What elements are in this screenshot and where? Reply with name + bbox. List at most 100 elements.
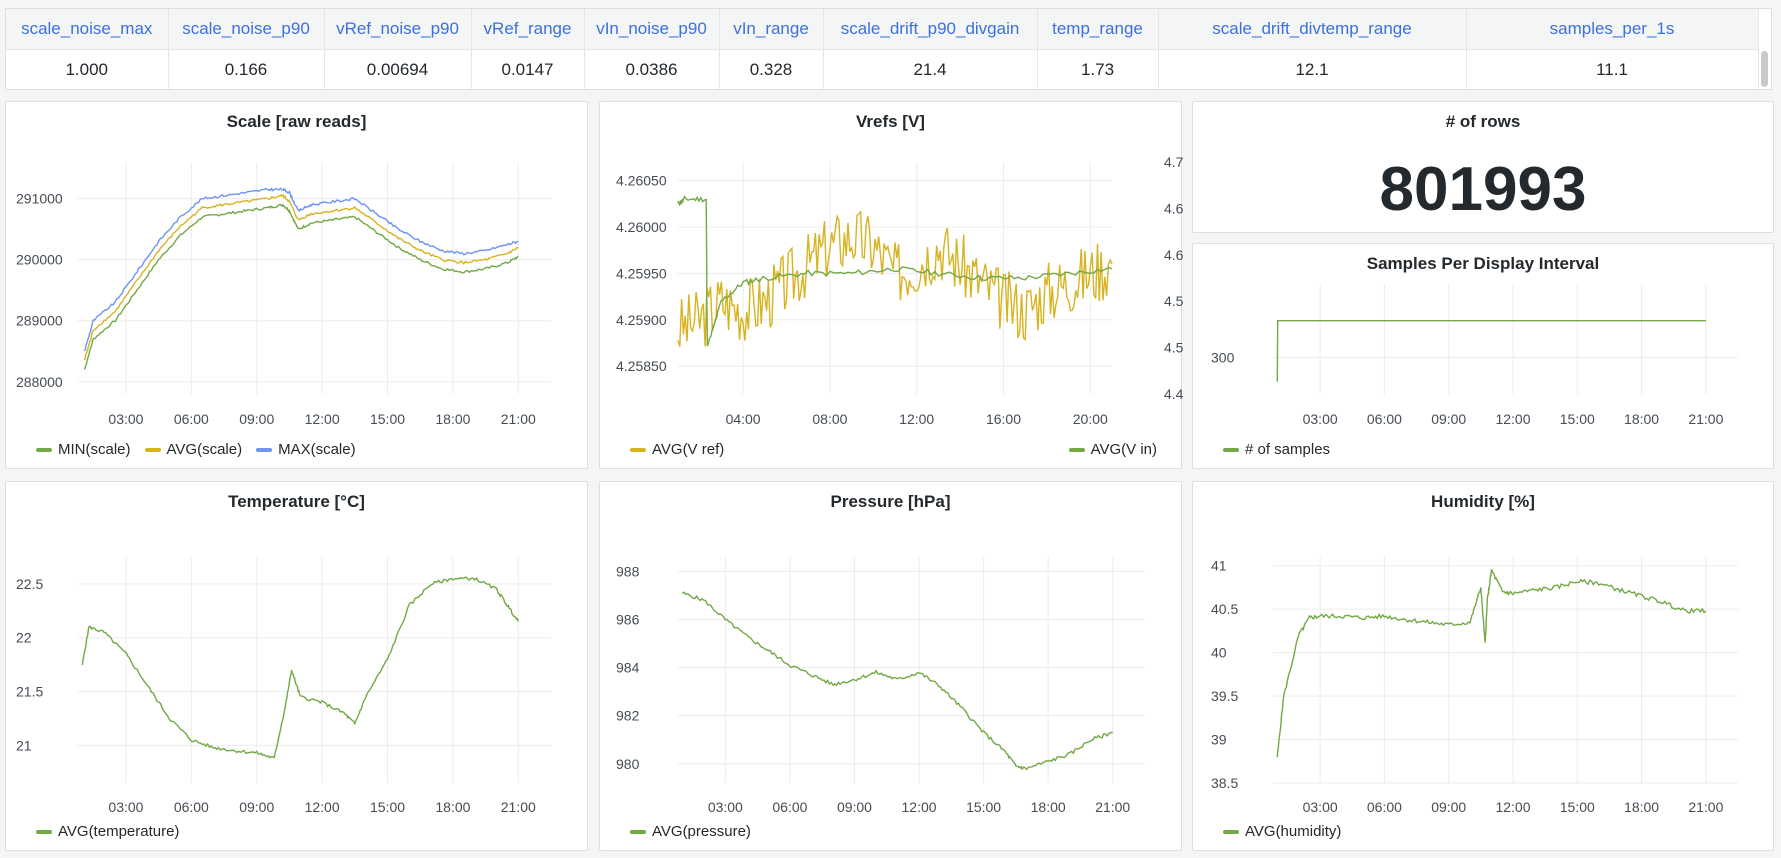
y-tick-label: 39.5: [1211, 688, 1238, 704]
table-cell: 0.166: [168, 48, 325, 89]
y-tick-label: 4.25900: [616, 312, 667, 328]
chart-legend: MIN(scale) AVG(scale) MAX(scale): [36, 441, 356, 458]
panel-title[interactable]: Scale [raw reads]: [226, 112, 367, 131]
y-right-tick-label: 4.60000: [1164, 247, 1183, 263]
y-tick-label: 4.26000: [616, 219, 667, 235]
humidity-chart: 03:00 06:00 09:00 12:00 15:00 18:00 21:00 38.5 3…: [1211, 557, 1738, 815]
x-tick-label: 12:00: [902, 799, 937, 815]
y-tick-label: 4.25950: [616, 265, 667, 281]
pressure-panel: Pressure [hPa] 03:00 06:00 09:00 12:00 15:00…: [599, 481, 1182, 851]
x-tick-label: 03:00: [108, 411, 143, 427]
y-tick-label: 986: [616, 612, 640, 628]
y-tick-label: 41: [1211, 558, 1227, 574]
stats-table: scale_noise_max scale_noise_p90 vRef_noi…: [5, 8, 1772, 90]
column-header[interactable]: samples_per_1s: [1466, 9, 1759, 49]
legend-item[interactable]: MAX(scale): [256, 441, 356, 458]
chart-legend: AVG(temperature): [36, 823, 179, 840]
y-tick-label: 22: [16, 630, 32, 646]
rows-count-value: 801993: [1379, 155, 1587, 224]
x-tick-label: 12:00: [1495, 411, 1530, 427]
column-header[interactable]: scale_drift_p90_divgain: [823, 9, 1038, 49]
legend-item[interactable]: AVG(V ref): [630, 441, 724, 458]
samples-chart: 03:00 06:00 09:00 12:00 15:00 18:00 21:00 300: [1211, 284, 1738, 427]
legend-item[interactable]: AVG(humidity): [1223, 823, 1341, 840]
table-scrollbar[interactable]: [1761, 51, 1768, 87]
x-tick-label: 15:00: [1560, 799, 1595, 815]
panel-title[interactable]: Humidity [%]: [1431, 492, 1535, 511]
x-tick-label: 12:00: [305, 799, 340, 815]
legend-swatch: [1223, 829, 1239, 834]
column-header[interactable]: temp_range: [1037, 9, 1159, 49]
legend-item[interactable]: AVG(V in): [1068, 441, 1157, 458]
table-cell: 0.0386: [584, 48, 720, 89]
x-tick-label: 21:00: [501, 411, 536, 427]
x-tick-label: 18:00: [435, 799, 470, 815]
x-tick-label: 09:00: [239, 411, 274, 427]
legend-item[interactable]: MIN(scale): [36, 441, 131, 458]
rows-panel: # of rows 801993: [1192, 101, 1774, 233]
x-tick-label: 21:00: [1095, 799, 1130, 815]
temperature-panel: Temperature [°C] 03:00 06:00 09:00 12:00 15:…: [5, 481, 588, 851]
x-tick-label: 12:00: [1495, 799, 1530, 815]
legend-label: AVG(V ref): [652, 441, 725, 458]
y-tick-label: 22.5: [16, 576, 43, 592]
chart-legend: AVG(humidity): [1223, 823, 1341, 840]
x-tick-label: 21:00: [501, 799, 536, 815]
legend-label: AVG(V in): [1090, 441, 1157, 458]
column-header[interactable]: vIn_range: [719, 9, 824, 49]
y-tick-label: 38.5: [1211, 775, 1238, 791]
table-cell: 0.0147: [471, 48, 585, 89]
column-header[interactable]: vIn_noise_p90: [584, 9, 720, 49]
y-tick-label: 982: [616, 708, 640, 724]
x-tick-label: 18:00: [435, 411, 470, 427]
legend-item[interactable]: AVG(scale): [144, 441, 242, 458]
y-tick-label: 4.26050: [616, 173, 667, 189]
x-tick-label: 08:00: [812, 411, 847, 427]
x-tick-label: 03:00: [708, 799, 743, 815]
x-tick-label: 15:00: [370, 799, 405, 815]
column-header[interactable]: vRef_noise_p90: [324, 9, 472, 49]
column-header[interactable]: scale_noise_max: [6, 9, 169, 49]
x-tick-label: 06:00: [1367, 411, 1402, 427]
y-right-tick-label: 4.45000: [1164, 386, 1183, 402]
legend-item[interactable]: AVG(temperature): [36, 823, 179, 840]
scale-series-line: [83, 187, 519, 352]
temperature-series-line: [81, 576, 519, 759]
x-tick-label: 03:00: [1303, 799, 1338, 815]
x-tick-label: 18:00: [1031, 799, 1066, 815]
panel-title[interactable]: Vrefs [V]: [856, 112, 925, 131]
legend-label: MAX(scale): [278, 441, 356, 458]
panel-title[interactable]: Samples Per Display Interval: [1366, 254, 1600, 273]
samples-panel: Samples Per Display Interval 03:00 06:00 0…: [1192, 243, 1774, 469]
y-right-tick-label: 4.50000: [1164, 340, 1183, 356]
y-right-tick-label: 4.70000: [1164, 154, 1183, 170]
table-cell: 12.1: [1158, 48, 1467, 89]
x-tick-label: 12:00: [305, 411, 340, 427]
legend-item[interactable]: # of samples: [1223, 441, 1330, 458]
column-header[interactable]: vRef_range: [471, 9, 585, 49]
legend-item[interactable]: AVG(pressure): [630, 823, 751, 840]
x-tick-label: 20:00: [1073, 411, 1108, 427]
stats-header-row: scale_noise_max scale_noise_p90 vRef_noi…: [6, 9, 1759, 49]
panel-title[interactable]: Temperature [°C]: [228, 492, 365, 511]
vin-series-line: [677, 195, 1113, 347]
x-tick-label: 06:00: [174, 411, 209, 427]
panel-title[interactable]: Pressure [hPa]: [830, 492, 951, 511]
table-cell: 11.1: [1466, 48, 1759, 89]
column-header[interactable]: scale_noise_p90: [168, 9, 325, 49]
scale-series-line: [83, 193, 519, 361]
column-header[interactable]: scale_drift_divtemp_range: [1158, 9, 1467, 49]
x-tick-label: 09:00: [1431, 799, 1466, 815]
legend-swatch: [1223, 447, 1239, 452]
legend-label: MIN(scale): [58, 441, 131, 458]
x-tick-label: 15:00: [1560, 411, 1595, 427]
chart-legend-left: AVG(V ref): [630, 441, 724, 458]
samples-series-line: [1276, 319, 1706, 382]
table-cell: 1.73: [1037, 48, 1159, 89]
panel-title[interactable]: # of rows: [1445, 112, 1521, 131]
x-tick-label: 18:00: [1624, 799, 1659, 815]
x-tick-label: 16:00: [986, 411, 1021, 427]
legend-label: # of samples: [1245, 441, 1331, 458]
pressure-series-line: [681, 591, 1113, 771]
x-tick-label: 09:00: [1431, 411, 1466, 427]
